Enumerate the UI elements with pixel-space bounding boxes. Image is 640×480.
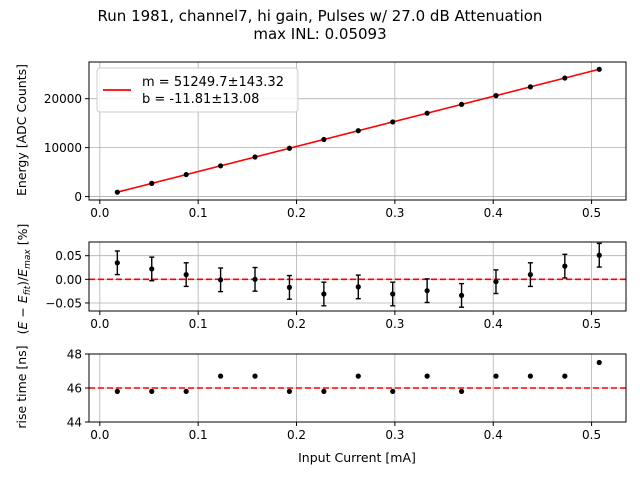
y-tick-label: 48: [67, 348, 82, 362]
y-tick-label: 0: [74, 190, 82, 204]
y-axis-label-energy: Energy [ADC Counts]: [14, 64, 29, 196]
energy-panel: 0.0 0.1 0.2 0.3 0.4 0.5 0 10000 20000: [44, 61, 627, 220]
data-point: [390, 388, 396, 394]
y-tick-label: 0.00: [55, 273, 82, 287]
data-point: [493, 93, 499, 99]
data-point: [562, 373, 568, 379]
data-point: [114, 388, 120, 394]
data-point: [183, 171, 189, 178]
data-point: [596, 252, 602, 258]
data-point: [355, 373, 361, 379]
x-tick-label: 0.1: [189, 206, 208, 220]
data-point: [458, 388, 465, 394]
data-point: [183, 388, 189, 394]
data-point: [321, 388, 327, 394]
data-point: [149, 388, 155, 394]
x-tick-label: 0.0: [90, 206, 109, 220]
x-tick-label: 0.0: [90, 317, 109, 331]
x-tick-label: 0.2: [287, 206, 306, 220]
data-point: [114, 189, 120, 195]
data-point: [183, 272, 189, 278]
data-point: [217, 277, 224, 283]
axes-frame: [88, 241, 627, 312]
title-line-1: Run 1981, channel7, hi gain, Pulses w/ 2…: [98, 7, 543, 25]
x-tick-label: 0.3: [385, 317, 404, 331]
data-point: [252, 373, 258, 379]
data-point: [424, 110, 430, 116]
x-tick-label: 0.5: [582, 317, 601, 331]
data-point: [424, 288, 430, 294]
y-tick-label: 44: [67, 416, 82, 430]
data-point: [527, 272, 534, 278]
data-point: [424, 373, 430, 379]
rise-time-panel: 0.0 0.1 0.2 0.3 0.4 0.5 48 46 44: [67, 348, 627, 442]
data-point: [149, 266, 155, 272]
y-tick-label: 46: [67, 382, 82, 396]
data-point: [596, 359, 602, 366]
data-point: [286, 284, 293, 290]
x-tick-label: 0.1: [189, 317, 208, 331]
data-point: [114, 260, 120, 266]
legend: m = 51249.7±143.32 b = -11.81±13.08: [96, 67, 299, 113]
data-point: [217, 163, 224, 169]
data-point: [286, 145, 293, 151]
data-point: [527, 373, 534, 379]
x-tick-label: 0.4: [484, 428, 503, 442]
data-point: [527, 84, 534, 90]
x-tick-label: 0.1: [189, 428, 208, 442]
x-tick-label: 0.4: [484, 317, 503, 331]
x-tick-label: 0.5: [582, 428, 601, 442]
data-point: [390, 291, 396, 297]
residual-panel: 0.0 0.1 0.2 0.3 0.4 0.5 0.05 0.00 −0.05: [45, 241, 627, 331]
data-point: [493, 373, 499, 379]
legend-b-label: b = -11.81±13.08: [142, 92, 259, 107]
x-tick-label: 0.0: [90, 428, 109, 442]
x-tick-label: 0.4: [484, 206, 503, 220]
data-point: [493, 279, 499, 285]
data-point: [355, 128, 361, 134]
data-point: [321, 136, 327, 143]
x-tick-label: 0.3: [385, 428, 404, 442]
data-point: [562, 75, 568, 81]
data-point: [596, 66, 602, 72]
y-tick-label: 20000: [44, 92, 82, 106]
data-point: [390, 119, 396, 125]
data-point: [458, 292, 465, 299]
data-point: [458, 101, 465, 107]
y-axis-label-residual: (E − Efit)/Emax [%]: [15, 224, 33, 335]
data-point: [286, 388, 293, 394]
axes-frame: [88, 61, 627, 201]
x-tick-label: 0.5: [582, 206, 601, 220]
x-tick-label: 0.2: [287, 428, 306, 442]
legend-box: [96, 67, 299, 113]
data-point: [321, 291, 327, 297]
title-line-2: max INL: 0.05093: [253, 25, 386, 43]
y-tick-label: −0.05: [45, 296, 82, 310]
x-tick-label: 0.2: [287, 317, 306, 331]
data-point: [252, 276, 258, 282]
data-point: [562, 263, 568, 269]
legend-m-label: m = 51249.7±143.32: [142, 75, 284, 90]
y-tick-label: 10000: [44, 141, 82, 155]
y-tick-label: 0.05: [55, 249, 82, 263]
data-point: [252, 154, 258, 160]
y-axis-label-rise-time: rise time [ns]: [14, 345, 29, 428]
data-point: [149, 180, 155, 186]
data-point: [217, 373, 224, 379]
x-axis-label: Input Current [mA]: [298, 450, 416, 465]
data-point: [355, 284, 361, 290]
x-tick-label: 0.3: [385, 206, 404, 220]
